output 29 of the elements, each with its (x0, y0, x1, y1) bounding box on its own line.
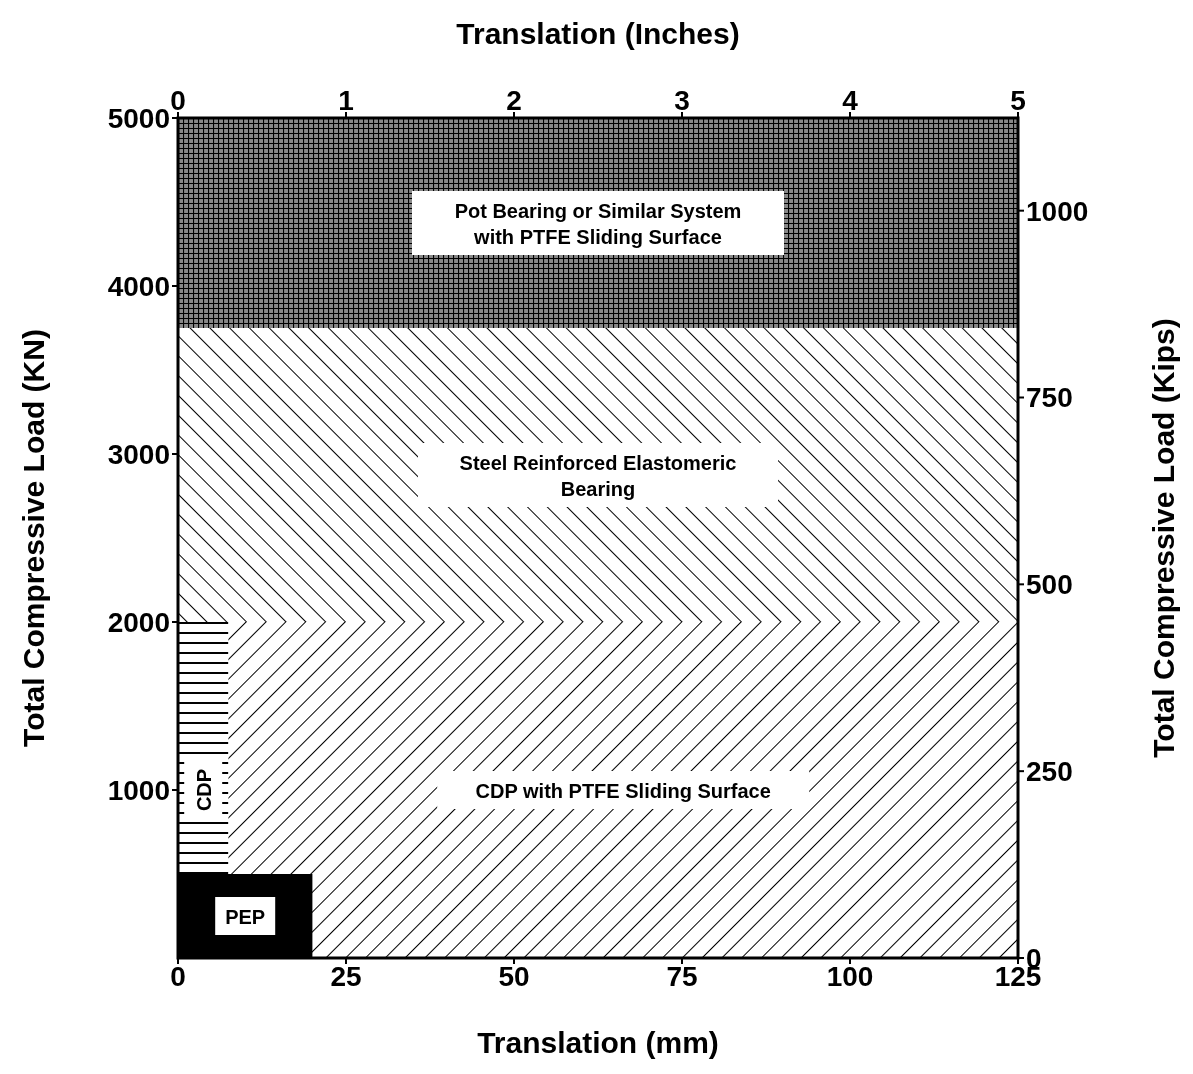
x-tick-label: 50 (498, 960, 530, 992)
x2-tick-label: 5 (1010, 85, 1026, 116)
y2-tick-label: 1000 (1026, 195, 1089, 227)
x2-tick-label: 0 (170, 85, 186, 116)
x-tick-label: 100 (826, 960, 874, 992)
x2-tick-label: 2 (506, 85, 522, 116)
y-tick-label: 4000 (107, 270, 170, 302)
x-tick-label: 0 (170, 960, 186, 992)
series-label: CDP with PTFE Sliding Surface (475, 779, 771, 802)
x2-tick-label: 1 (338, 85, 354, 116)
y-tick-label: 3000 (107, 438, 170, 470)
series-label: PEP (225, 905, 266, 928)
y-tick-label: 5000 (107, 102, 170, 134)
y-tick-label: 1000 (107, 774, 170, 806)
y2-tick-label: 500 (1026, 569, 1073, 601)
y2-tick-label: 250 (1026, 756, 1073, 788)
band-label: Steel Reinforced Elastomeric Bearing (459, 451, 737, 500)
x2-tick-label: 3 (674, 85, 690, 116)
y2-tick-label: 750 (1026, 382, 1073, 414)
series-label: CDP (193, 768, 215, 812)
y2-axis-title: Total Compressive Load (Kips) (1146, 318, 1180, 758)
x2-tick-label: 4 (842, 85, 859, 116)
x-axis-title: Translation (mm) (477, 1026, 719, 1059)
x2-axis-title: Translation (Inches) (456, 17, 740, 51)
x-tick-label: 75 (666, 960, 698, 992)
y-axis-title: Total Compressive Load (KN) (16, 329, 50, 747)
y-tick-label: 2000 (107, 606, 170, 638)
x-tick-label: 25 (330, 960, 362, 992)
band-label: Pot Bearing or Similar System with PTFE Sliding Surface (454, 199, 742, 248)
